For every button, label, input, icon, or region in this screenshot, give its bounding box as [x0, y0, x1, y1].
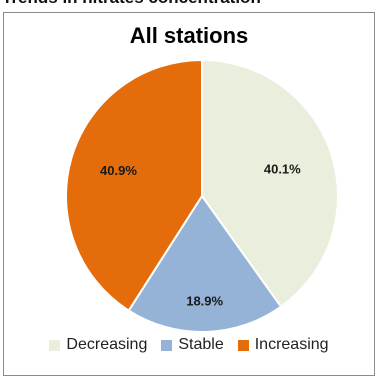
legend-swatch-decreasing [49, 339, 61, 351]
slice-label-stable: 18.9% [186, 293, 223, 308]
slice-label-increasing: 40.9% [100, 163, 137, 178]
legend-item-increasing: Increasing [237, 336, 329, 354]
legend-label-stable: Stable [178, 336, 224, 353]
legend-label-decreasing: Decreasing [66, 336, 148, 353]
chart-panel: All stations 40.1% 18.9% 40.9% Decreasing … [3, 12, 375, 376]
slice-increasing [65, 58, 203, 312]
legend-swatch-increasing [237, 339, 249, 351]
pie-chart: 40.1% 18.9% 40.9% [65, 58, 339, 333]
slice-stable [127, 194, 283, 333]
page-heading: Trends in nitrates concentration [0, 0, 381, 8]
chart-legend: Decreasing Stable Increasing [4, 333, 374, 357]
legend-label-increasing: Increasing [254, 336, 329, 353]
legend-swatch-stable [161, 339, 173, 351]
legend-item-decreasing: Decreasing [49, 336, 147, 354]
legend-item-stable: Stable [161, 336, 224, 354]
slice-label-decreasing: 40.1% [264, 162, 301, 177]
chart-title: All stations [129, 23, 249, 48]
slice-decreasing [201, 58, 339, 309]
